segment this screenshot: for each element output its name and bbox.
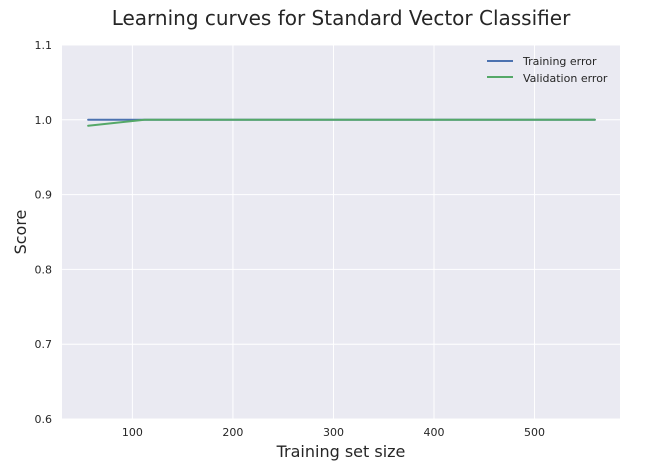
y-axis-label: Score xyxy=(11,210,30,255)
y-tick-label: 1.0 xyxy=(35,114,53,127)
legend-label-training: Training error xyxy=(522,55,597,68)
y-axis-ticks: 0.6 0.7 0.8 0.9 1.0 1.1 xyxy=(35,39,53,426)
x-tick-label: 400 xyxy=(424,426,445,439)
y-tick-label: 0.7 xyxy=(35,338,53,351)
x-tick-label: 300 xyxy=(323,426,344,439)
x-tick-label: 200 xyxy=(222,426,243,439)
y-tick-label: 0.8 xyxy=(35,263,53,276)
x-tick-label: 100 xyxy=(122,426,143,439)
series-lines xyxy=(87,118,596,127)
legend-label-validation: Validation error xyxy=(523,72,608,85)
x-tick-label: 500 xyxy=(524,426,545,439)
y-tick-label: 1.1 xyxy=(35,39,53,52)
y-tick-label: 0.9 xyxy=(35,189,53,202)
x-axis-label: Training set size xyxy=(276,442,406,461)
legend: Training error Validation error xyxy=(487,55,608,85)
validation-error-line xyxy=(87,118,596,127)
chart-title: Learning curves for Standard Vector Clas… xyxy=(112,6,571,30)
plot-area xyxy=(62,45,620,419)
x-axis-ticks: 100 200 300 400 500 xyxy=(122,426,545,439)
y-tick-label: 0.6 xyxy=(35,413,53,426)
